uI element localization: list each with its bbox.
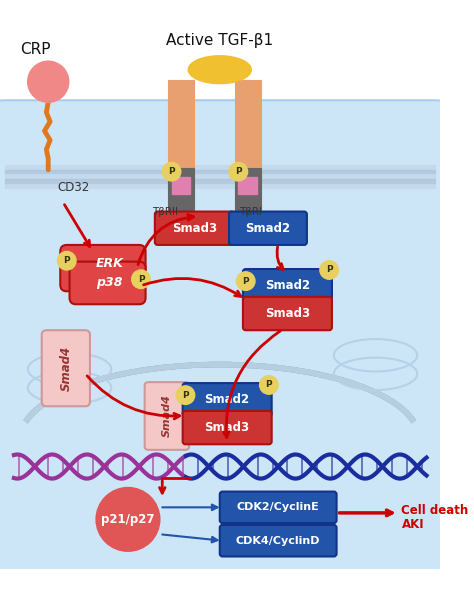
Bar: [5, 165, 435, 170]
Text: CD32: CD32: [57, 181, 90, 194]
Bar: [5, 170, 435, 175]
Text: Smad4: Smad4: [162, 394, 172, 437]
Text: P: P: [64, 256, 70, 265]
Bar: [238, 177, 257, 194]
Text: Smad2: Smad2: [246, 222, 291, 235]
Circle shape: [162, 162, 181, 181]
FancyBboxPatch shape: [220, 525, 337, 556]
Circle shape: [237, 272, 255, 290]
Text: TβRII: TβRII: [152, 207, 178, 217]
FancyBboxPatch shape: [60, 245, 146, 291]
Text: AKI: AKI: [401, 519, 424, 532]
Bar: [235, 80, 261, 168]
Text: CDK2/CyclinE: CDK2/CyclinE: [237, 502, 319, 512]
FancyBboxPatch shape: [229, 212, 307, 245]
Text: CDK4/CyclinD: CDK4/CyclinD: [236, 536, 320, 546]
Text: Smad4: Smad4: [59, 346, 73, 391]
Bar: [5, 183, 435, 188]
Circle shape: [28, 61, 69, 102]
FancyBboxPatch shape: [70, 261, 146, 304]
FancyBboxPatch shape: [243, 297, 332, 330]
FancyBboxPatch shape: [42, 330, 90, 407]
FancyBboxPatch shape: [155, 212, 235, 245]
FancyBboxPatch shape: [145, 382, 189, 450]
Circle shape: [176, 386, 195, 404]
Text: P: P: [235, 167, 242, 176]
Text: P: P: [326, 266, 332, 274]
Bar: [5, 175, 435, 179]
Text: Smad2: Smad2: [265, 279, 310, 292]
Ellipse shape: [188, 56, 251, 84]
Circle shape: [260, 376, 278, 394]
Text: P: P: [137, 275, 144, 284]
Bar: [168, 168, 194, 209]
Circle shape: [57, 251, 76, 270]
Text: P: P: [182, 391, 189, 399]
Bar: [235, 168, 261, 209]
Text: Smad3: Smad3: [172, 222, 217, 235]
Text: ERK: ERK: [96, 257, 123, 270]
FancyBboxPatch shape: [182, 383, 272, 417]
Bar: [5, 179, 435, 183]
Text: P: P: [242, 277, 249, 286]
Circle shape: [96, 488, 159, 551]
Bar: [168, 80, 194, 168]
Text: Smad2: Smad2: [205, 394, 250, 407]
Text: p21/p27: p21/p27: [101, 513, 155, 526]
Text: P: P: [265, 381, 272, 389]
Text: Cell death: Cell death: [401, 504, 469, 517]
Circle shape: [132, 270, 150, 289]
Text: TβRI: TβRI: [239, 207, 263, 217]
Circle shape: [320, 261, 338, 279]
FancyBboxPatch shape: [0, 100, 458, 587]
Text: Smad3: Smad3: [265, 307, 310, 320]
Text: p38: p38: [96, 277, 123, 290]
FancyBboxPatch shape: [243, 269, 332, 303]
Text: P: P: [168, 167, 175, 176]
Bar: [172, 177, 190, 194]
FancyBboxPatch shape: [220, 491, 337, 523]
Text: CRP: CRP: [20, 42, 51, 57]
Text: Active TGF-β1: Active TGF-β1: [166, 32, 273, 48]
FancyBboxPatch shape: [182, 411, 272, 444]
Circle shape: [229, 162, 247, 181]
Text: Smad3: Smad3: [205, 421, 250, 434]
